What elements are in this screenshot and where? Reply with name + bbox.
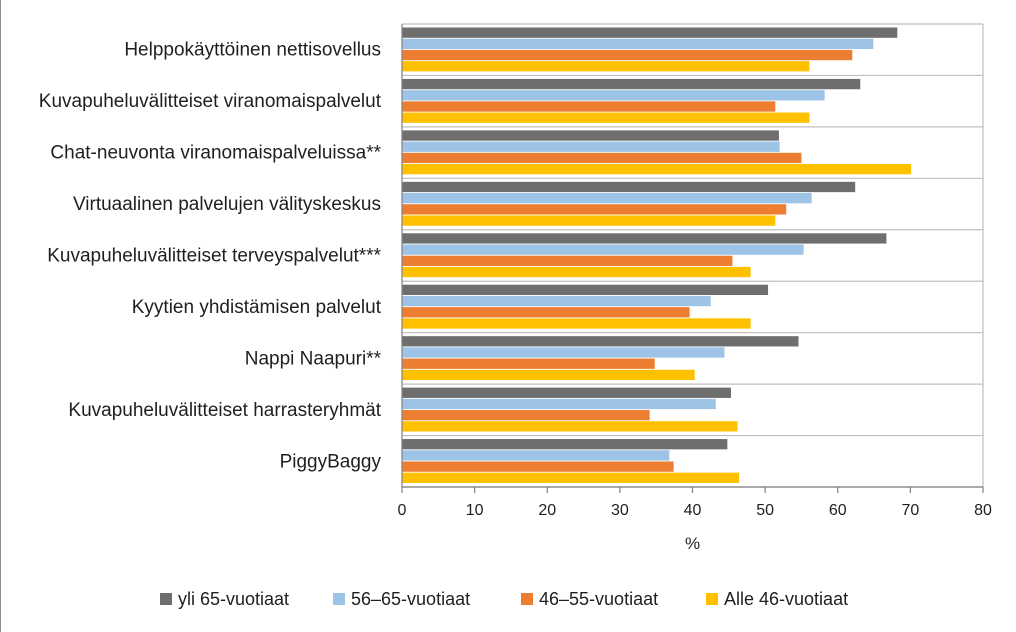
bar bbox=[402, 163, 912, 175]
bar bbox=[402, 387, 731, 398]
legend-label: 46–55-vuotiaat bbox=[539, 589, 658, 609]
bar bbox=[402, 78, 861, 90]
legend-swatch bbox=[333, 593, 345, 605]
category-label: Kuvapuheluvälitteiset harrasteryhmät bbox=[68, 400, 381, 421]
category-label: PiggyBaggy bbox=[280, 451, 382, 472]
bar bbox=[402, 215, 776, 226]
legend-label: Alle 46-vuotiaat bbox=[724, 589, 848, 609]
bar bbox=[402, 358, 655, 369]
x-tick-label: 60 bbox=[829, 502, 847, 519]
bar bbox=[402, 61, 810, 72]
x-tick-label: 80 bbox=[974, 502, 992, 519]
bar bbox=[402, 461, 674, 472]
bar bbox=[402, 49, 853, 61]
category-label: Kuvapuheluvälitteiset viranomaispalvelut bbox=[39, 91, 382, 112]
bar bbox=[402, 27, 898, 38]
bar bbox=[402, 307, 690, 318]
bar bbox=[402, 266, 751, 278]
category-label: Kuvapuheluvälitteiset terveyspalvelut*** bbox=[47, 246, 381, 267]
bar bbox=[402, 130, 779, 141]
category-label: Kyytien yhdistämisen palvelut bbox=[132, 297, 382, 318]
category-label: Nappi Naapuri** bbox=[245, 348, 382, 369]
x-tick-label: 30 bbox=[611, 502, 629, 519]
bar bbox=[402, 369, 695, 381]
bar bbox=[402, 233, 887, 244]
x-tick-label: 10 bbox=[466, 502, 484, 519]
bar bbox=[402, 193, 812, 204]
bar bbox=[402, 347, 725, 358]
legend-swatch bbox=[706, 593, 718, 605]
bar bbox=[402, 244, 804, 255]
x-tick-label: 50 bbox=[756, 502, 774, 519]
bar bbox=[402, 439, 728, 450]
x-tick-label: 0 bbox=[398, 502, 407, 519]
x-axis-title: % bbox=[685, 534, 700, 553]
bar bbox=[402, 410, 650, 421]
x-tick-label: 70 bbox=[901, 502, 919, 519]
category-label: Chat-neuvonta viranomaispalveluissa** bbox=[50, 143, 381, 164]
category-label: Virtuaalinen palvelujen välityskeskus bbox=[73, 194, 381, 215]
x-tick-label: 20 bbox=[538, 502, 556, 519]
bar bbox=[402, 90, 825, 101]
bar bbox=[402, 181, 856, 193]
bar bbox=[402, 450, 670, 461]
category-label: Helppokäyttöinen nettisovellus bbox=[124, 40, 381, 61]
bar bbox=[402, 318, 751, 329]
bar bbox=[402, 398, 716, 410]
legend-label: 56–65-vuotiaat bbox=[351, 589, 470, 609]
bar bbox=[402, 112, 810, 123]
legend-swatch bbox=[160, 593, 172, 605]
bar bbox=[402, 141, 780, 152]
legend-label: yli 65-vuotiaat bbox=[178, 589, 289, 609]
bar bbox=[402, 284, 769, 296]
x-tick-label: 40 bbox=[684, 502, 702, 519]
bar bbox=[402, 295, 711, 307]
bar bbox=[402, 421, 738, 432]
bar bbox=[402, 38, 874, 49]
bar bbox=[402, 472, 739, 483]
bar bbox=[402, 152, 802, 164]
bar bbox=[402, 255, 733, 266]
bar bbox=[402, 101, 776, 112]
bar bbox=[402, 204, 787, 215]
legend-swatch bbox=[521, 593, 533, 605]
bar bbox=[402, 336, 799, 347]
